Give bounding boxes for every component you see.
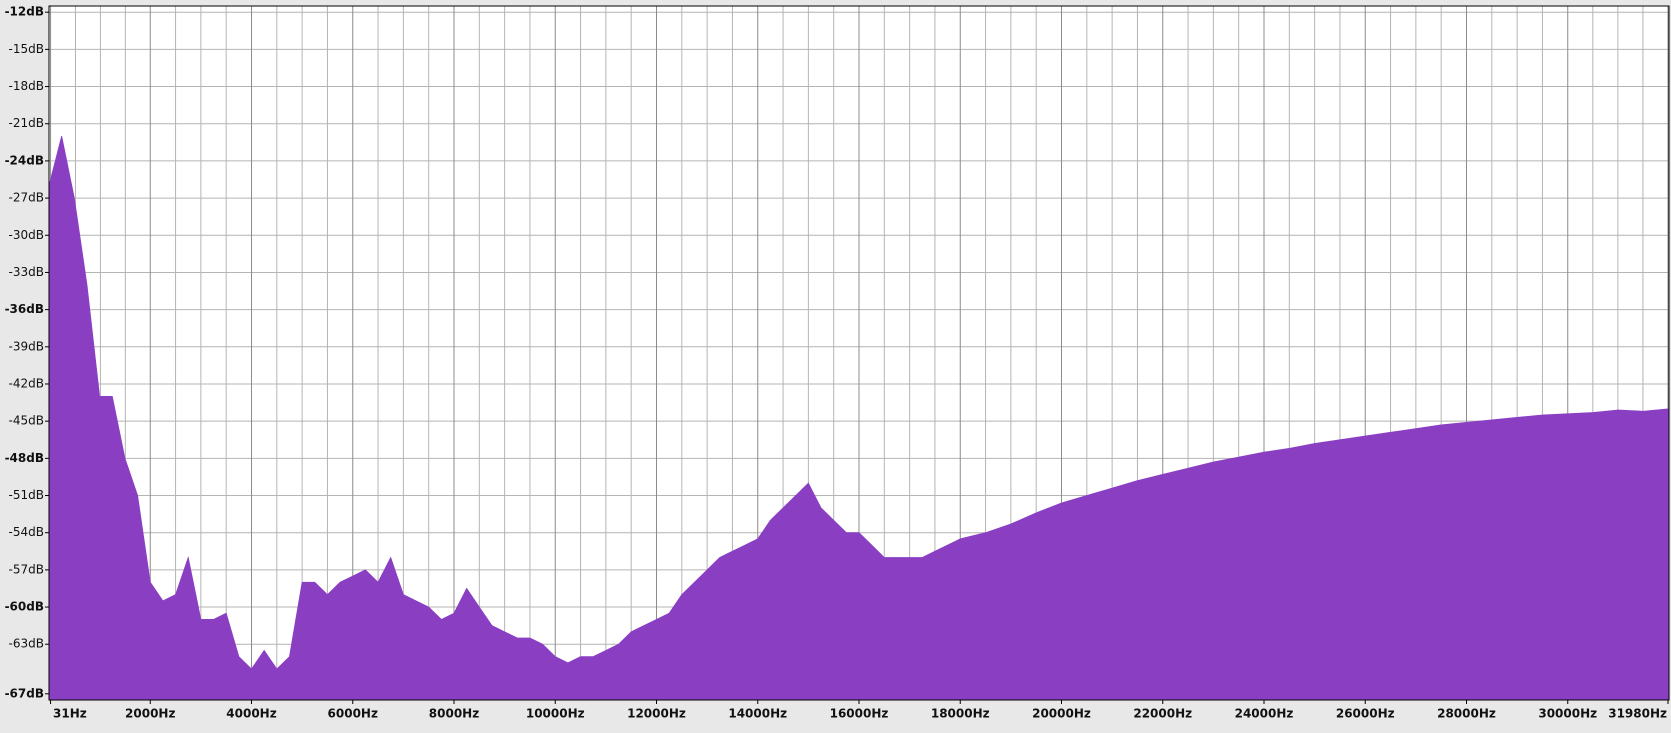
y-tick-label: -18dB (9, 79, 44, 93)
y-tick-label: -67dB (5, 686, 44, 700)
y-tick-label: -54dB (9, 525, 44, 539)
y-tick-label: -48dB (5, 451, 44, 465)
marks (48, 136, 1670, 701)
y-tick-label: -15dB (9, 42, 44, 56)
x-tick-label: 24000Hz (1235, 707, 1294, 721)
y-tick-label: -30dB (9, 228, 44, 242)
x-tick-label: 22000Hz (1133, 707, 1192, 721)
y-tick-label: -42dB (9, 376, 44, 390)
spectrum-area (48, 136, 1670, 701)
x-tick-label: 31980Hz (1608, 707, 1667, 721)
x-tick-label: 16000Hz (830, 707, 889, 721)
x-tick-label: 31Hz (53, 707, 87, 721)
x-tick-label: 14000Hz (728, 707, 787, 721)
x-tick-label: 4000Hz (226, 707, 276, 721)
x-tick-label: 26000Hz (1336, 707, 1395, 721)
x-tick-label: 6000Hz (328, 707, 378, 721)
x-tick-label: 12000Hz (627, 707, 686, 721)
y-tick-label: -45dB (9, 414, 44, 428)
plot-border (48, 5, 1670, 701)
x-tick-label: 18000Hz (931, 707, 990, 721)
x-tick-label: 8000Hz (429, 707, 479, 721)
y-tick-label: -63dB (9, 637, 44, 651)
y-tick-label: -51dB (9, 488, 44, 502)
y-tick-label: -57dB (9, 562, 44, 576)
x-tick-label: 30000Hz (1538, 707, 1597, 721)
x-tick-label: 20000Hz (1032, 707, 1091, 721)
y-tick-label: -24dB (5, 153, 44, 167)
y-tick-label: -60dB (5, 600, 44, 614)
y-tick-label: -39dB (9, 339, 44, 353)
y-tick-label: -33dB (9, 265, 44, 279)
y-tick-label: -27dB (9, 191, 44, 205)
x-tick-label: 2000Hz (125, 707, 175, 721)
x-tick-label: 28000Hz (1437, 707, 1496, 721)
y-tick-label: -12dB (5, 5, 44, 19)
y-tick-label: -21dB (9, 116, 44, 130)
y-tick-label: -36dB (5, 302, 44, 316)
labels: -12dB -15dB -18dB -21dB -24dB -27dB -30dB -33dB… (5, 5, 1669, 721)
x-tick-label: 10000Hz (526, 707, 585, 721)
